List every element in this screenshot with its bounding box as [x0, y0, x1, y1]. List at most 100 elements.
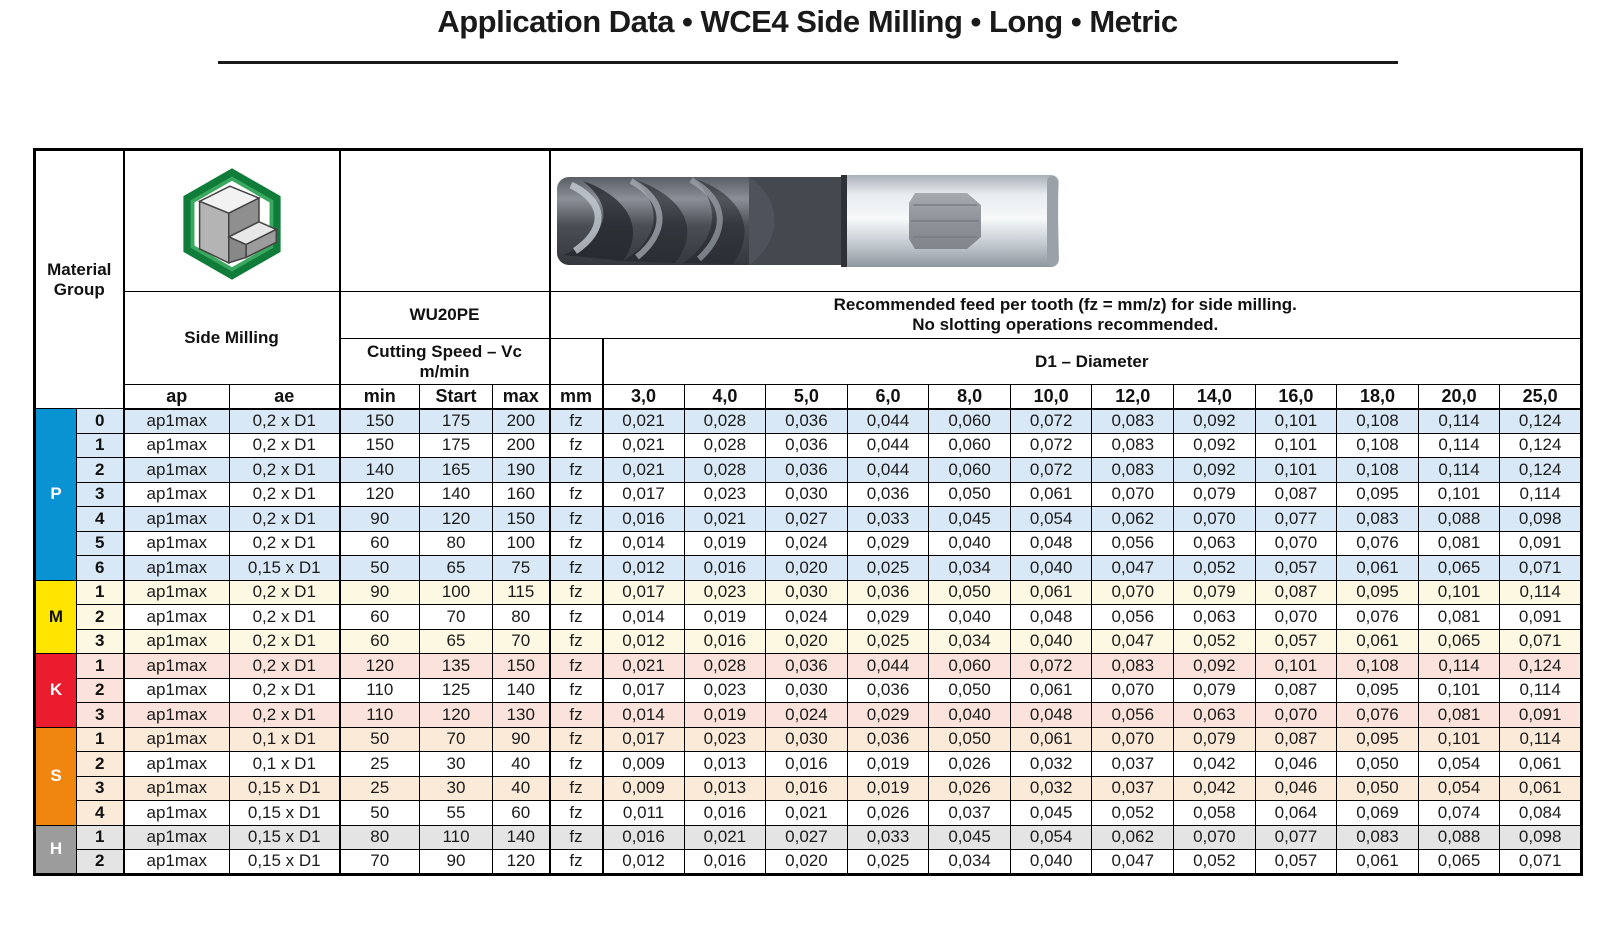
col-header-ae: ae [229, 384, 341, 410]
feed-unit-cell: fz [548, 408, 604, 434]
col-header-mm: mm [548, 384, 604, 410]
side-milling-icon [182, 168, 281, 280]
feed-cell: 0,081 [1417, 702, 1501, 728]
feed-cell: 0,061 [1009, 579, 1093, 605]
vc-start-cell: 80 [419, 530, 493, 556]
feed-cell: 0,114 [1499, 726, 1582, 752]
ap-cell: ap1max [122, 849, 230, 875]
feed-note-line2: No slotting operations recommended. [912, 315, 1219, 334]
feed-cell: 0,101 [1417, 579, 1501, 605]
col-header-diameter: 20,0 [1417, 384, 1501, 410]
feed-cell: 0,013 [683, 775, 767, 801]
feed-cell: 0,037 [928, 800, 1011, 826]
table-row: 5 ap1max 0,2 x D1 60 80 100 fz 0,014 0,019 0,024 0… [35, 530, 1582, 556]
feed-unit-cell: fz [548, 677, 604, 703]
feed-cell: 0,054 [1417, 751, 1501, 777]
feed-cell: 0,052 [1173, 849, 1256, 875]
material-group-letter: S [34, 726, 77, 826]
material-subgroup-number: 2 [76, 849, 124, 875]
vc-max-cell: 150 [492, 506, 551, 532]
feed-cell: 0,070 [1254, 530, 1338, 556]
ap-cell: ap1max [122, 481, 230, 507]
feed-cell: 0,020 [765, 849, 848, 875]
feed-cell: 0,098 [1499, 506, 1582, 532]
vc-min-cell: 60 [338, 628, 420, 654]
material-group-label: Material Group [47, 259, 112, 299]
ae-cell: 0,15 x D1 [229, 555, 341, 581]
tool-photo-cell [548, 149, 1582, 292]
col-header-diameter: 12,0 [1091, 384, 1175, 410]
feed-cell: 0,083 [1091, 408, 1175, 434]
vc-max-cell: 160 [492, 481, 551, 507]
ap-cell: ap1max [122, 751, 230, 777]
feed-unit-cell: fz [548, 604, 604, 630]
feed-unit-cell: fz [548, 506, 604, 532]
feed-cell: 0,050 [1336, 751, 1419, 777]
feed-cell: 0,017 [601, 481, 685, 507]
col-header-diameter: 14,0 [1173, 384, 1256, 410]
table-row: 2 ap1max 0,1 x D1 25 30 40 fz 0,009 0,013 0,016 0,… [35, 751, 1582, 777]
col-header-diameter: 8,0 [928, 384, 1011, 410]
feed-cell: 0,054 [1417, 775, 1501, 801]
feed-cell: 0,040 [928, 604, 1011, 630]
feed-cell: 0,045 [1009, 800, 1093, 826]
feed-cell: 0,071 [1499, 628, 1582, 654]
feed-cell: 0,020 [765, 628, 848, 654]
vc-min-cell: 90 [338, 506, 420, 532]
vc-max-cell: 190 [492, 457, 551, 483]
feed-cell: 0,070 [1091, 481, 1175, 507]
vc-max-cell: 80 [492, 604, 551, 630]
ae-cell: 0,2 x D1 [229, 628, 341, 654]
ap-cell: ap1max [122, 506, 230, 532]
material-subgroup-number: 4 [76, 800, 124, 826]
material-subgroup-number: 1 [76, 726, 124, 752]
ae-cell: 0,15 x D1 [229, 824, 341, 850]
feed-cell: 0,095 [1336, 677, 1419, 703]
ae-cell: 0,1 x D1 [229, 726, 341, 752]
material-subgroup-number: 2 [76, 751, 124, 777]
vc-start-cell: 65 [419, 555, 493, 581]
ap-cell: ap1max [122, 677, 230, 703]
ap-cell: ap1max [122, 628, 230, 654]
feed-cell: 0,063 [1173, 530, 1256, 556]
feed-cell: 0,077 [1254, 506, 1338, 532]
col-header-diameter: 25,0 [1499, 384, 1582, 410]
feed-cell: 0,095 [1336, 481, 1419, 507]
feed-cell: 0,087 [1254, 726, 1338, 752]
col-header-diameter: 6,0 [846, 384, 930, 410]
vc-min-cell: 25 [338, 751, 420, 777]
feed-cell: 0,076 [1336, 702, 1419, 728]
feed-cell: 0,058 [1173, 800, 1256, 826]
feed-cell: 0,083 [1091, 457, 1175, 483]
feed-cell: 0,091 [1499, 604, 1582, 630]
feed-cell: 0,114 [1499, 677, 1582, 703]
vc-max-cell: 40 [492, 775, 551, 801]
table-row: 3 ap1max 0,2 x D1 60 65 70 fz 0,012 0,016 0,020 0,… [35, 628, 1582, 654]
feed-cell: 0,061 [1499, 751, 1582, 777]
feed-cell: 0,029 [846, 530, 930, 556]
feed-cell: 0,023 [683, 481, 767, 507]
feed-cell: 0,061 [1336, 849, 1419, 875]
vc-max-cell: 75 [492, 555, 551, 581]
feed-cell: 0,016 [765, 775, 848, 801]
material-subgroup-number: 1 [76, 432, 124, 458]
feed-cell: 0,056 [1091, 702, 1175, 728]
feed-cell: 0,076 [1336, 530, 1419, 556]
vc-max-cell: 200 [492, 432, 551, 458]
feed-cell: 0,036 [765, 408, 848, 434]
ae-cell: 0,15 x D1 [229, 849, 341, 875]
feed-cell: 0,019 [846, 751, 930, 777]
feed-cell: 0,050 [1336, 775, 1419, 801]
ap-cell: ap1max [122, 579, 230, 605]
feed-cell: 0,034 [928, 555, 1011, 581]
feed-cell: 0,092 [1173, 457, 1256, 483]
feed-cell: 0,092 [1173, 653, 1256, 679]
feed-cell: 0,070 [1254, 604, 1338, 630]
vc-min-cell: 120 [338, 653, 420, 679]
ap-cell: ap1max [122, 555, 230, 581]
feed-cell: 0,079 [1173, 579, 1256, 605]
vc-min-cell: 110 [338, 677, 420, 703]
feed-cell: 0,014 [601, 530, 685, 556]
ae-cell: 0,2 x D1 [229, 481, 341, 507]
feed-cell: 0,029 [846, 702, 930, 728]
